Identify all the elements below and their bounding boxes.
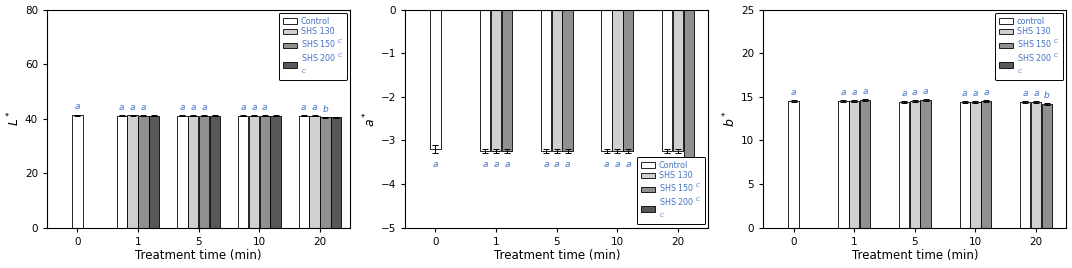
Bar <box>138 116 149 228</box>
Bar <box>149 116 160 228</box>
Bar <box>491 10 502 151</box>
Bar <box>259 116 270 228</box>
Bar <box>540 10 551 151</box>
Bar <box>480 10 491 151</box>
Bar <box>1042 104 1052 228</box>
Text: a: a <box>262 103 268 112</box>
Bar <box>117 116 126 228</box>
Bar <box>788 101 799 228</box>
Text: a: a <box>180 103 185 112</box>
Text: a: a <box>312 103 317 112</box>
Bar <box>910 101 920 228</box>
Bar <box>199 116 209 228</box>
Legend: Control, SHS 130, SHS 150 $^{C}$, SHS 200 $^{C}$
$_{C}$: Control, SHS 130, SHS 150 $^{C}$, SHS 20… <box>279 13 347 80</box>
Bar <box>662 10 672 151</box>
Legend: control, SHS 130, SHS 150 $^{C}$, SHS 200 $^{C}$
$_{C}$: control, SHS 130, SHS 150 $^{C}$, SHS 20… <box>995 13 1063 80</box>
Bar <box>921 100 930 228</box>
Bar <box>1021 102 1030 228</box>
X-axis label: Treatment time (min): Treatment time (min) <box>851 250 978 262</box>
Bar <box>321 117 330 228</box>
Bar <box>601 10 612 151</box>
Text: a: a <box>251 103 256 112</box>
Text: a: a <box>75 102 80 111</box>
Y-axis label: $L^*$: $L^*$ <box>5 111 23 126</box>
Text: a: a <box>433 160 438 169</box>
Text: a: a <box>240 103 245 112</box>
Legend: Control, SHS 130, SHS 150 $^{C}$, SHS 200 $^{C}$
$_{C}$: Control, SHS 130, SHS 150 $^{C}$, SHS 20… <box>637 157 705 224</box>
Text: a: a <box>675 160 681 169</box>
Bar <box>959 102 970 228</box>
Bar <box>899 102 909 228</box>
Y-axis label: $b^*$: $b^*$ <box>721 110 739 127</box>
Text: a: a <box>625 160 631 169</box>
Text: a: a <box>301 103 307 112</box>
Bar <box>177 116 188 228</box>
Bar <box>188 116 198 228</box>
Bar <box>612 10 623 151</box>
Bar <box>249 116 259 228</box>
Bar <box>331 117 341 228</box>
Text: a: a <box>902 89 907 98</box>
Text: a: a <box>604 160 609 169</box>
Text: a: a <box>140 103 146 112</box>
Text: a: a <box>851 88 857 97</box>
Bar <box>970 102 981 228</box>
Bar <box>684 10 694 162</box>
X-axis label: Treatment time (min): Treatment time (min) <box>135 250 262 262</box>
Text: a: a <box>482 160 488 169</box>
Text: a: a <box>493 160 498 169</box>
Text: a: a <box>565 160 570 169</box>
Text: a: a <box>119 103 124 112</box>
Bar <box>72 115 83 228</box>
Text: a: a <box>923 87 928 96</box>
Text: a: a <box>504 160 509 169</box>
Bar <box>552 10 562 151</box>
Bar <box>430 10 441 149</box>
Text: b: b <box>323 105 328 114</box>
Bar <box>128 115 138 228</box>
Bar <box>1031 102 1041 228</box>
Text: a: a <box>962 89 967 98</box>
X-axis label: Treatment time (min): Treatment time (min) <box>493 250 620 262</box>
Text: a: a <box>840 88 846 97</box>
Text: a: a <box>972 89 979 98</box>
Text: a: a <box>614 160 621 169</box>
Text: a: a <box>544 160 549 169</box>
Bar <box>838 101 849 228</box>
Text: a: a <box>665 160 670 169</box>
Bar <box>210 116 220 228</box>
Bar <box>860 100 870 228</box>
Bar <box>502 10 512 151</box>
Text: b: b <box>1044 91 1049 100</box>
Bar <box>849 101 860 228</box>
Text: a: a <box>1023 89 1028 98</box>
Text: a: a <box>983 88 989 97</box>
Text: a: a <box>554 160 560 169</box>
Bar <box>623 10 634 151</box>
Bar <box>270 116 281 228</box>
Text: b: b <box>686 171 691 180</box>
Text: a: a <box>202 103 207 112</box>
Bar <box>563 10 572 151</box>
Text: a: a <box>912 88 918 97</box>
Text: a: a <box>130 103 135 112</box>
Y-axis label: $a^*$: $a^*$ <box>361 110 378 127</box>
Text: a: a <box>1033 89 1039 98</box>
Bar <box>981 101 992 228</box>
Bar <box>238 116 249 228</box>
Text: a: a <box>191 103 196 112</box>
Bar <box>310 116 319 228</box>
Bar <box>673 10 683 151</box>
Text: a: a <box>862 87 867 96</box>
Bar <box>299 116 309 228</box>
Text: a: a <box>791 88 796 96</box>
